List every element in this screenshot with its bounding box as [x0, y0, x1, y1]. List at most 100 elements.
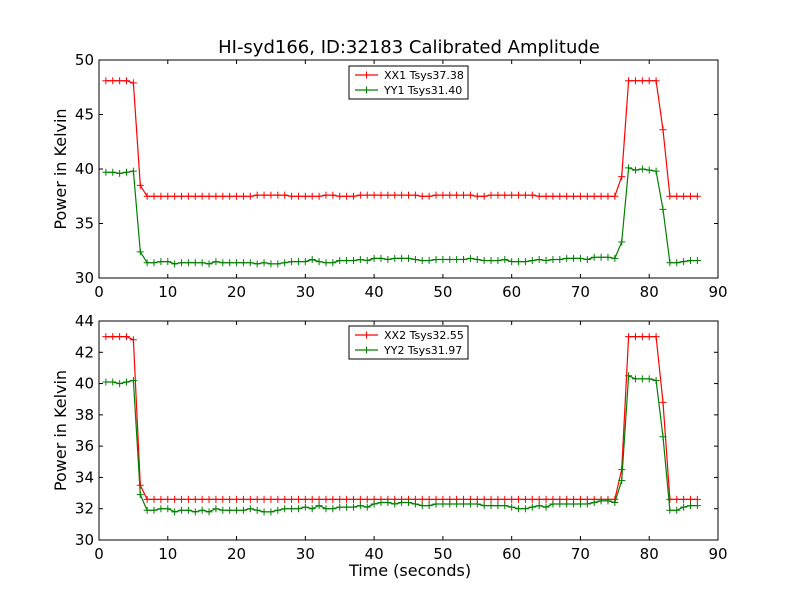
top-data-point: [686, 257, 694, 265]
bottom-y-tick-label: 34: [75, 468, 94, 486]
bottom-data-point: [150, 495, 158, 503]
bottom-data-point: [501, 495, 509, 503]
top-data-point: [563, 192, 571, 200]
top-data-point: [480, 257, 488, 265]
bottom-x-tick-label: 50: [433, 545, 452, 563]
top-data-point: [343, 192, 351, 200]
bottom-data-point: [521, 505, 529, 513]
bottom-data-point: [521, 495, 529, 503]
top-data-point: [391, 191, 399, 199]
top-data-point: [329, 259, 337, 267]
bottom-data-point: [239, 506, 247, 514]
top-y-tick-label: 45: [75, 106, 94, 124]
bottom-data-point: [631, 333, 639, 341]
top-data-point: [226, 192, 234, 200]
bottom-data-point: [398, 498, 406, 506]
top-y-axis-label: Power in Kelvin: [51, 108, 70, 229]
bottom-data-point: [336, 503, 344, 511]
top-data-point: [178, 192, 186, 200]
top-y-tick-label: 30: [75, 269, 94, 287]
bottom-data-point: [425, 502, 433, 510]
top-data-point: [191, 192, 199, 200]
bottom-data-point: [322, 495, 330, 503]
top-data-point: [460, 255, 468, 263]
bottom-data-point: [515, 505, 523, 513]
bottom-data-point: [157, 495, 165, 503]
top-legend-marker: [363, 86, 370, 94]
top-legend-marker: [363, 71, 370, 79]
bottom-data-point: [260, 508, 268, 516]
top-data-point: [102, 77, 110, 85]
top-data-point: [666, 192, 674, 200]
bottom-data-point: [164, 505, 172, 513]
top-data-point: [377, 191, 385, 199]
top-data-point: [439, 255, 447, 263]
top-panel: Power in Kelvin 0 10 20 30 40 50 60 70 80 90 30 35 4…: [51, 51, 728, 301]
bottom-data-point: [308, 505, 316, 513]
bottom-data-point: [652, 376, 660, 384]
bottom-x-tick-label: 10: [158, 545, 177, 563]
bottom-data-point: [219, 495, 227, 503]
top-data-point: [432, 255, 440, 263]
top-data-point: [411, 191, 419, 199]
top-data-point: [597, 253, 605, 261]
top-y-tick-label: 50: [75, 51, 94, 69]
bottom-data-point: [363, 495, 371, 503]
top-data-point: [226, 259, 234, 267]
bottom-data-point: [638, 375, 646, 383]
bottom-data-point: [673, 495, 681, 503]
bottom-data-point: [129, 336, 137, 344]
top-data-point: [556, 255, 564, 263]
bottom-data-point: [315, 502, 323, 510]
bottom-data-point: [205, 508, 213, 516]
bottom-data-point: [473, 500, 481, 508]
top-data-point: [164, 192, 172, 200]
bottom-data-point: [246, 505, 254, 513]
bottom-data-point: [301, 503, 309, 511]
top-data-point: [322, 191, 330, 199]
top-data-point: [171, 260, 179, 268]
top-data-point: [638, 77, 646, 85]
bottom-data-point: [432, 500, 440, 508]
top-data-point: [473, 255, 481, 263]
top-legend-label: XX1 Tsys37.38: [384, 69, 464, 82]
top-data-point: [411, 255, 419, 263]
top-data-point: [542, 192, 550, 200]
bottom-data-point: [645, 333, 653, 341]
bottom-data-point: [356, 502, 364, 510]
top-x-tick-label: 40: [365, 283, 384, 301]
top-data-point: [673, 192, 681, 200]
bottom-data-point: [570, 500, 578, 508]
top-data-point: [638, 165, 646, 173]
top-data-point: [460, 191, 468, 199]
bottom-data-point: [528, 503, 536, 511]
bottom-data-point: [150, 506, 158, 514]
bottom-data-point: [494, 495, 502, 503]
bottom-data-point: [583, 500, 591, 508]
top-data-point: [549, 192, 557, 200]
bottom-data-point: [253, 506, 261, 514]
bottom-data-point: [123, 378, 131, 386]
bottom-data-point: [274, 495, 282, 503]
top-data-point: [116, 169, 124, 177]
top-data-point: [508, 258, 516, 266]
top-data-point: [590, 253, 598, 261]
bottom-data-point: [494, 502, 502, 510]
bottom-data-point: [129, 376, 137, 384]
bottom-data-point: [480, 502, 488, 510]
bottom-data-point: [453, 500, 461, 508]
top-data-point: [405, 254, 412, 262]
bottom-data-point: [178, 495, 186, 503]
bottom-data-point: [625, 372, 633, 380]
top-data-point: [535, 255, 543, 263]
top-data-point: [363, 191, 371, 199]
top-data-point: [680, 192, 688, 200]
bottom-data-point: [329, 505, 337, 513]
top-data-point: [301, 192, 309, 200]
bottom-data-point: [102, 378, 110, 386]
bottom-x-tick-label: 70: [571, 545, 590, 563]
bottom-data-point: [645, 375, 653, 383]
top-data-point: [384, 255, 392, 263]
top-data-point: [294, 192, 302, 200]
top-y-tick-label: 35: [75, 215, 94, 233]
